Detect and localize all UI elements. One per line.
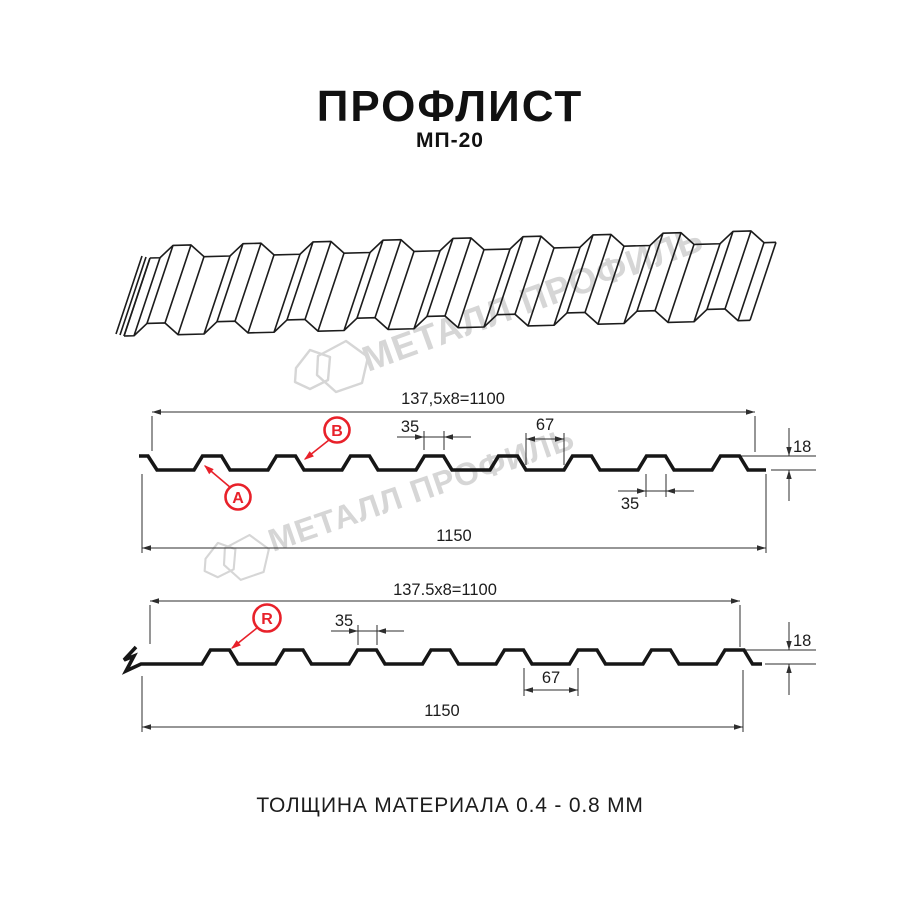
sheet-cut-edge: [123, 257, 151, 337]
dim-label-rib-top: 35: [401, 418, 419, 436]
dim-label-trough: 67: [536, 416, 554, 434]
watermark-text: МЕТАЛЛ ПРОФИЛЬ: [357, 218, 709, 380]
profile-outline: [121, 645, 762, 675]
callout-circle: [323, 416, 351, 444]
dim-label-rib-lower: 35: [621, 495, 639, 513]
arrowhead: [524, 687, 533, 693]
arrowhead: [150, 598, 159, 604]
leader-arrowhead: [304, 451, 314, 460]
dim-overall-1150: 1150: [141, 474, 767, 553]
dim-overall-1100: 137,5x8=1100: [151, 390, 756, 452]
callout-circle: [224, 483, 252, 511]
dim-rib-top-35: 35: [397, 418, 471, 450]
arrowhead: [666, 488, 675, 494]
arrowhead: [746, 409, 755, 415]
arrowhead: [731, 598, 740, 604]
callout-label-r: R: [261, 611, 273, 628]
arrowhead: [637, 488, 646, 494]
page-title: ПРОФЛИСТ: [316, 82, 584, 131]
dim-overall-1100: 137.5x8=1100: [149, 581, 741, 647]
arrowhead: [569, 687, 578, 693]
arrowhead: [142, 545, 151, 551]
arrowhead: [526, 436, 535, 442]
dim-rib-lower-35: 35: [618, 474, 694, 513]
product-model: МП-20: [416, 129, 484, 152]
arrowhead: [152, 409, 161, 415]
dim-overall-1150: 1150: [141, 670, 744, 732]
leader-arrowhead: [204, 465, 214, 475]
dim-label-trough: 67: [542, 669, 560, 687]
callout-a: A: [204, 465, 252, 511]
dim-label-rib-top: 35: [335, 612, 353, 630]
arrowhead: [444, 434, 453, 440]
dim-height-18: 18: [742, 622, 816, 695]
sheet-cut-edge: [119, 256, 147, 336]
dim-label-pitch-total: 137.5x8=1100: [393, 581, 497, 599]
arrowhead: [377, 628, 386, 634]
dim-label-overall-width: 1150: [436, 527, 471, 545]
dimension-arrowheads: [142, 409, 792, 730]
callout-label-a: A: [232, 490, 244, 507]
arrowhead: [734, 724, 743, 730]
arrowhead: [555, 436, 564, 442]
cross-section-side-r: 137.5x8=1100 1150 35 67 18: [121, 581, 816, 732]
dim-label-height: 18: [793, 632, 811, 650]
material-thickness-note: ТОЛЩИНА МАТЕРИАЛА 0.4 - 0.8 ММ: [256, 794, 644, 817]
leader-arrowheads: [204, 451, 314, 649]
callout-label-b: B: [331, 423, 343, 440]
arrowhead: [757, 545, 766, 551]
sheet-cut-edge: [115, 255, 143, 335]
sheet-3d-view: [115, 230, 777, 337]
dim-label-height: 18: [793, 438, 811, 456]
dim-height-18: 18: [741, 428, 816, 501]
dim-label-overall-width: 1150: [424, 702, 459, 720]
arrowhead: [786, 641, 792, 650]
arrowhead: [786, 664, 792, 673]
arrowhead: [786, 470, 792, 479]
callout-r: R: [231, 603, 282, 649]
sheet-front-edge: [123, 308, 751, 337]
sheet-back-edge: [149, 230, 777, 259]
arrowhead: [142, 724, 151, 730]
arrowhead: [415, 434, 424, 440]
leader-arrowhead: [231, 640, 241, 649]
callout-circle: [252, 603, 282, 633]
dim-rib-top-35: 35: [331, 612, 404, 645]
arrowhead: [786, 447, 792, 456]
callout-b: B: [304, 416, 351, 460]
dim-label-pitch-total: 137,5x8=1100: [401, 390, 505, 408]
cross-section-side-a: 137,5x8=1100 1150 35 67 35: [139, 390, 816, 553]
arrowhead: [349, 628, 358, 634]
watermark-upper: МЕТАЛЛ ПРОФИЛЬ: [293, 218, 709, 394]
profile-outline: [139, 454, 766, 472]
watermark-lower: МЕТАЛЛ ПРОФИЛЬ: [203, 420, 579, 581]
